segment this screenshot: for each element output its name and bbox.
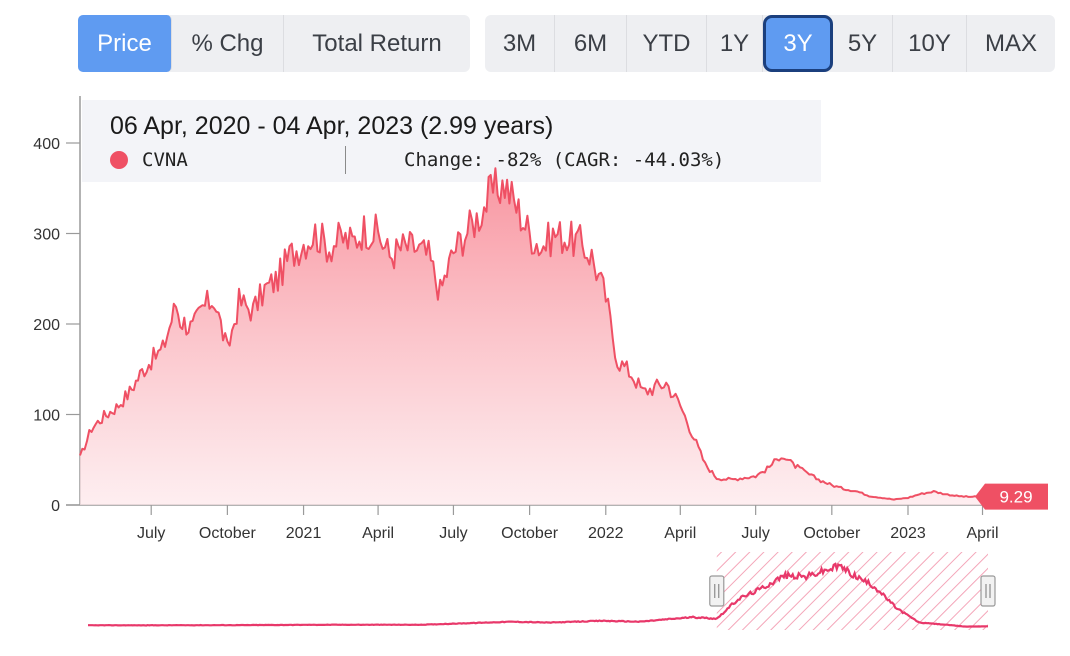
navigator-line [88,562,988,628]
range-5y-button[interactable]: 5Y [833,15,893,72]
ticker-label: CVNA [142,149,188,171]
x-tick-label: 2021 [286,525,322,542]
y-tick-label: 0 [51,498,60,515]
y-tick-label: 400 [33,136,60,153]
mode-chg-button[interactable]: % Chg [172,15,284,72]
x-tick-label: July [439,525,467,542]
x-tick-label: 2023 [890,525,926,542]
navigator-right-handle-grip[interactable] [980,575,996,607]
x-tick-label: October [501,525,559,542]
plot-area: 9.29 [79,167,1048,510]
range-3y-button[interactable]: 3Y [763,15,833,72]
price-area-fill [80,168,985,506]
change-label: Change: -82% (CAGR: -44.03%) [404,149,725,171]
last-value-label: 9.29 [999,488,1032,507]
series-color-dot [110,151,128,169]
x-tick-label: April [664,525,696,542]
y-tick-label: 300 [33,227,60,244]
series-legend: CVNA [110,149,188,171]
y-tick-label: 100 [33,408,60,425]
x-tick-label: April [967,525,999,542]
range-navigator[interactable] [88,552,996,630]
x-tick-label: April [362,525,394,542]
range-ytd-button[interactable]: YTD [627,15,707,72]
range-3m-button[interactable]: 3M [485,15,555,72]
range-6m-button[interactable]: 6M [555,15,627,72]
mode-button-group: Price% Chg Total Return [78,15,470,72]
x-tick-label: October [803,525,861,542]
range-10y-button[interactable]: 10Y [893,15,967,72]
last-value-badge: 9.29 [975,483,1048,510]
x-tick-label: 2022 [588,525,624,542]
info-divider [345,146,346,174]
date-range-title: 06 Apr, 2020 - 04 Apr, 2023 (2.99 years) [110,112,554,140]
navigator-right-handle[interactable] [980,575,996,607]
mode-price-button[interactable]: Price [78,15,172,72]
chart-info-panel: 06 Apr, 2020 - 04 Apr, 2023 (2.99 years)… [82,100,821,182]
navigator-left-handle-grip[interactable] [709,575,725,607]
navigator-left-handle[interactable] [709,575,725,607]
range-1y-button[interactable]: 1Y [707,15,763,72]
price-line [79,167,986,501]
range-button-group: 3M 6M YTD 1Y 3Y 5Y 10Y MAX [485,15,1055,72]
x-tick-label: October [199,525,257,542]
navigator-selection[interactable] [716,552,988,630]
mode-total-return-button[interactable]: Total Return [312,29,442,57]
last-value-bg [975,483,1048,510]
x-tick-label: July [741,525,769,542]
range-max-button[interactable]: MAX [984,29,1037,57]
y-tick-label: 200 [33,317,60,334]
x-tick-label: July [137,525,165,542]
